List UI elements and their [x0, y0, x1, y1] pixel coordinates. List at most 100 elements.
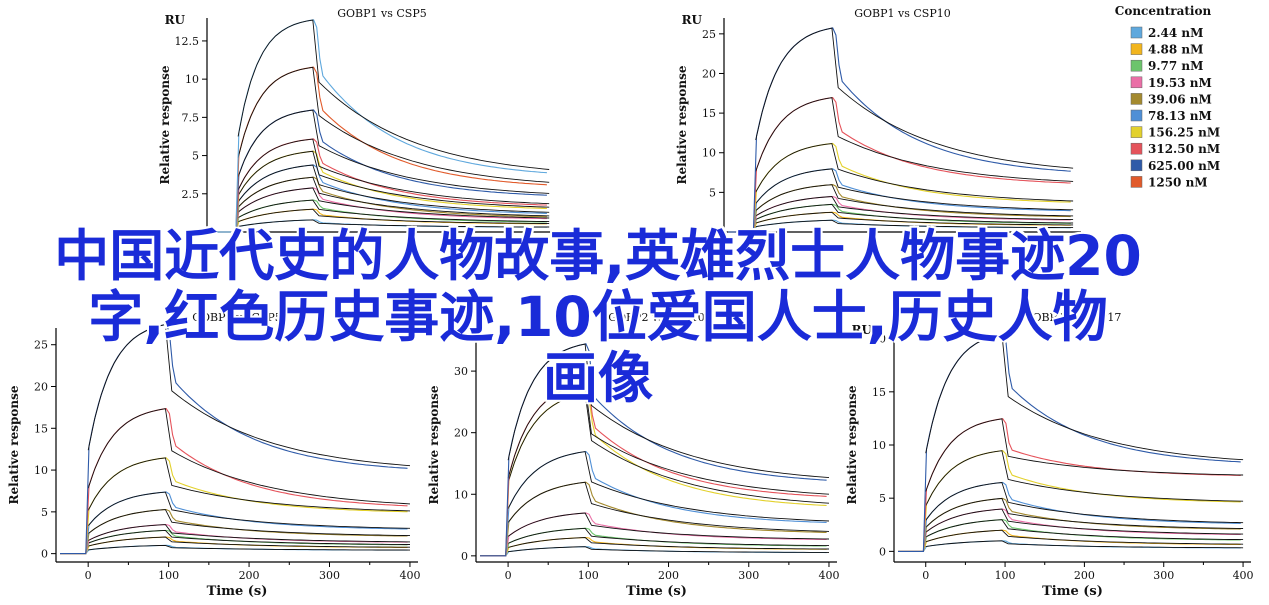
legend-label: 156.25 nM — [1148, 126, 1220, 140]
fit-line — [925, 508, 1244, 535]
fit-line — [755, 168, 1074, 211]
chart-title: GOBP2 vs CSP5 — [192, 311, 282, 324]
fit-line — [237, 66, 550, 183]
fit-line — [508, 546, 829, 553]
x-tick-label: 100 — [158, 569, 179, 582]
series-line — [480, 343, 827, 557]
fit-line — [87, 491, 411, 529]
y-tick-label: 12.5 — [175, 35, 200, 48]
x-tick-label: 200 — [658, 569, 679, 582]
fit-line — [925, 482, 1244, 524]
x-tick-label: 300 — [319, 569, 340, 582]
legend-label: 78.13 nM — [1148, 109, 1212, 123]
fit-line — [755, 27, 1074, 169]
fit-line — [88, 536, 410, 548]
y-tick-label: 2.5 — [182, 188, 200, 201]
fit-line — [925, 540, 1244, 549]
y-tick-label: 0 — [41, 548, 48, 561]
x-axis-label: Time (s) — [207, 584, 268, 599]
legend-label: 625.00 nM — [1148, 159, 1220, 173]
legend-swatch — [1130, 159, 1143, 172]
y-tick-label: 25 — [34, 339, 48, 352]
y-tick-label: 10 — [872, 439, 886, 452]
x-tick-label: 200 — [1074, 569, 1095, 582]
y-tick-label: 15 — [872, 386, 886, 399]
legend-label: 9.77 nM — [1148, 59, 1203, 73]
fit-line — [507, 451, 830, 522]
series-line — [898, 508, 1241, 552]
fit-line — [755, 97, 1074, 182]
fit-line — [755, 143, 1074, 202]
series-line — [480, 536, 827, 557]
legend: Concentration 2.44 nM 4.88 nM 9.77 nM 19.53 … — [1115, 4, 1220, 189]
y-tick-label: 25 — [702, 28, 716, 41]
chart-panel-1: GOBP1 vs CSP5 RU Relative response 2.5 5 7.5 1… — [158, 7, 557, 233]
fit-line — [755, 184, 1074, 217]
fit-line — [925, 333, 1244, 461]
y-unit-label: RU — [682, 13, 703, 27]
chart-title: GOBP2 vs CSP10 — [608, 311, 705, 324]
legend-swatch — [1130, 93, 1143, 105]
fit-line — [755, 203, 1074, 224]
y-tick-label: 15 — [34, 422, 48, 435]
y-tick-label: 10 — [702, 147, 716, 160]
fit-line — [237, 164, 550, 213]
fit-line — [507, 537, 829, 550]
series-line — [480, 450, 827, 557]
y-tick-label: 5 — [41, 506, 48, 519]
chart-panel-2: GOBP1 vs CSP10 RU Relative response 5 10 15 20… — [675, 7, 1081, 233]
fit-line — [237, 150, 550, 208]
y-tick-label: 15 — [702, 107, 716, 120]
legend-label: 19.53 nM — [1148, 76, 1212, 90]
legend-swatch — [1130, 59, 1143, 72]
fit-line — [237, 208, 550, 225]
fit-line — [507, 512, 830, 540]
y-tick-label: 0 — [879, 545, 886, 558]
fit-line — [237, 138, 550, 205]
x-tick-label: 0 — [85, 569, 92, 582]
y-axis-label: Relative response — [7, 385, 21, 504]
y-axis-label: Relative response — [158, 65, 172, 184]
x-tick-label: 300 — [1153, 569, 1174, 582]
y-axis-label: Relative response — [427, 385, 441, 504]
fit-line — [507, 383, 830, 495]
fit-line — [755, 196, 1074, 221]
series-line — [898, 418, 1241, 552]
fit-line — [237, 19, 550, 170]
y-tick-label: 10 — [34, 464, 48, 477]
y-unit-label: RU — [852, 323, 873, 337]
legend-swatch — [1130, 26, 1143, 39]
series-line — [60, 536, 408, 555]
y-unit-label: RU — [165, 13, 186, 27]
legend-label: 4.88 nM — [1148, 43, 1203, 57]
legend-label: 39.06 nM — [1148, 92, 1212, 106]
chart-panel-5: GOBP2 vs OBP17 RU Relative response 0 5 10 15 2… — [845, 311, 1254, 599]
fit-line — [88, 529, 410, 545]
y-tick-label: 0 — [461, 550, 468, 563]
x-tick-label: 200 — [239, 569, 260, 582]
legend-title: Concentration — [1115, 4, 1212, 18]
y-tick-label: 20 — [454, 427, 468, 440]
x-tick-label: 100 — [578, 569, 599, 582]
fit-line — [237, 187, 550, 219]
y-tick-label: 10 — [185, 73, 199, 86]
y-tick-label: 20 — [872, 333, 886, 346]
series-line — [898, 481, 1241, 552]
y-tick-label: 5 — [709, 186, 716, 199]
legend-label: 2.44 nM — [1148, 26, 1203, 40]
x-tick-label: 100 — [995, 569, 1016, 582]
legend-swatch — [1130, 176, 1143, 188]
legend-swatch — [1130, 43, 1143, 55]
fit-line — [925, 529, 1244, 545]
y-tick-label: 5 — [192, 150, 199, 163]
chart-title: GOBP2 vs OBP17 — [1024, 311, 1122, 324]
chart-panel-3: GOBP2 vs CSP5 Relative response 0 5 10 15 20 25… — [7, 311, 420, 599]
x-axis-label: Time (s) — [1042, 584, 1103, 599]
fit-line — [87, 509, 411, 537]
fit-line — [755, 219, 1074, 229]
fit-line — [237, 199, 550, 223]
legend-swatch — [1130, 126, 1143, 138]
fit-line — [237, 176, 550, 217]
